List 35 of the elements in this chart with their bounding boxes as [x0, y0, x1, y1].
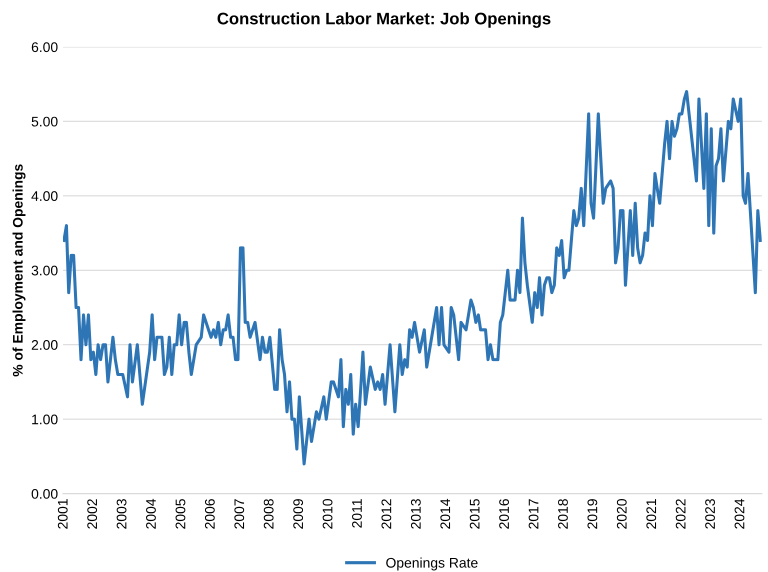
x-tick-label: 2013 [410, 499, 421, 529]
y-tick-label: 1.00 [32, 414, 58, 424]
y-tick-label: 6.00 [32, 42, 58, 52]
x-tick-label: 2021 [646, 499, 656, 529]
x-tick-label: 2001 [58, 499, 68, 529]
x-tick-label: 2002 [87, 499, 98, 529]
y-axis-title: % of Employment and Openings [12, 164, 26, 376]
y-tick-label: 4.00 [31, 191, 58, 201]
x-tick-label: 2019 [587, 499, 598, 529]
y-tick-label: 3.00 [32, 266, 58, 276]
x-tick-label: 2017 [528, 499, 538, 529]
x-tick-label: 2010 [322, 499, 332, 529]
x-tick-label: 2005 [176, 499, 186, 529]
y-tick-label: 0.00 [32, 488, 58, 499]
x-tick-label: 2011 [352, 499, 362, 528]
x-tick-label: 2004 [146, 498, 156, 529]
x-tick-label: 2006 [204, 499, 215, 529]
x-tick-label: 2020 [616, 499, 627, 529]
x-tick-label: 2003 [116, 499, 126, 529]
x-tick-label: 2014 [440, 498, 450, 529]
line-series [62, 90, 762, 466]
x-tick-label: 2022 [676, 499, 686, 529]
x-tick-label: 2009 [293, 499, 304, 529]
x-tick-label: 2016 [499, 499, 509, 529]
x-tick-label: 2012 [381, 499, 392, 529]
x-tick-label: 2008 [264, 499, 274, 529]
x-tick-label: 2015 [470, 499, 480, 529]
x-tick-label: 2023 [705, 499, 715, 529]
y-tick-label: 2.00 [32, 340, 58, 350]
x-tick-label: 2007 [234, 499, 244, 529]
legend-label: Openings Rate [386, 558, 478, 570]
chart-title: Construction Labor Market: Job Openings [218, 12, 550, 28]
x-tick-label: 2024 [734, 498, 744, 529]
y-tick-label: 5.00 [32, 116, 58, 127]
x-tick-label: 2018 [558, 499, 568, 529]
